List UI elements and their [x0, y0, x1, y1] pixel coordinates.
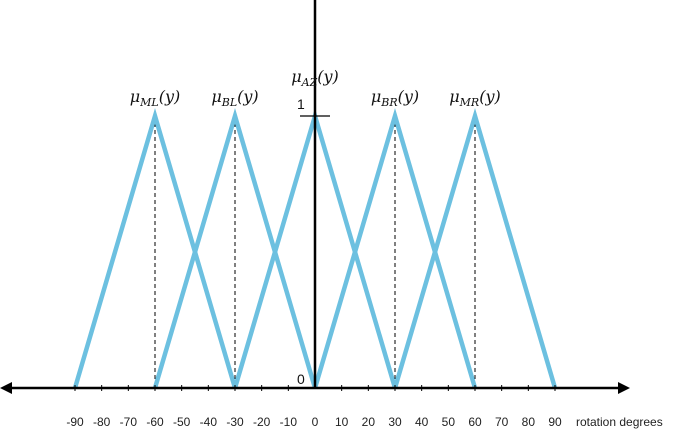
x-tick-label: -10 [280, 415, 298, 429]
x-tick-label: 40 [415, 415, 429, 429]
x-tick-label: 80 [522, 415, 536, 429]
x-tick-label: -90 [66, 415, 84, 429]
series-line-ml [72, 108, 238, 389]
x-tick-label: 70 [495, 415, 509, 429]
y-tick-label-0: 0 [297, 371, 305, 387]
series-label-ml: μML(y) [130, 87, 181, 109]
series-label-br: μBR(y) [371, 87, 419, 109]
peak-guide-lines [154, 116, 476, 388]
axes [0, 0, 630, 394]
x-tick-label: -70 [120, 415, 138, 429]
x-axis-left-arrow [0, 382, 12, 394]
x-tick-label: -40 [200, 415, 218, 429]
x-tick-label: 10 [335, 415, 349, 429]
series-line-mr [392, 108, 558, 389]
x-tick-label: 20 [362, 415, 376, 429]
x-tick-label: 60 [468, 415, 482, 429]
series-line-bl [152, 108, 318, 389]
x-tick-label: -30 [226, 415, 244, 429]
series-label-az: μAZ(y) [291, 67, 339, 89]
series-label-bl: μBL(y) [211, 87, 258, 109]
x-tick-labels: -90 -80 -70 -60 -50 -40 -30 -20 -10 0 10 20 30 40 50 60… [66, 415, 562, 429]
x-tick-label: 0 [312, 415, 319, 429]
x-tick-label: -80 [93, 415, 111, 429]
x-tick-label: -60 [146, 415, 164, 429]
x-axis-right-arrow [618, 382, 630, 394]
x-tick-label: 30 [388, 415, 402, 429]
x-axis-title: rotation degrees [576, 415, 663, 429]
series-line-br [312, 108, 478, 389]
series-labels: μML(y) μBL(y) μAZ(y) μBR(y) μMR(y) [130, 67, 501, 109]
x-tick-label: 90 [548, 415, 562, 429]
x-tick-label: -50 [173, 415, 191, 429]
x-tick-label: 50 [442, 415, 456, 429]
x-tick-label: -20 [253, 415, 271, 429]
y-tick-label-1: 1 [297, 96, 305, 112]
series-label-mr: μMR(y) [449, 87, 500, 109]
